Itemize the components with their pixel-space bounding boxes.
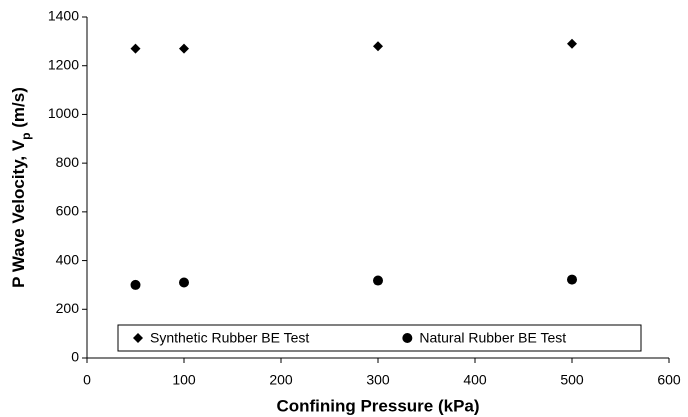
y-tick-label: 800 <box>56 154 80 170</box>
legend-label: Synthetic Rubber BE Test <box>150 330 309 346</box>
point <box>130 43 141 54</box>
x-tick-label: 200 <box>269 372 293 388</box>
y-tick-label: 1000 <box>48 105 79 121</box>
x-tick-label: 100 <box>172 372 196 388</box>
legend-marker <box>133 333 143 343</box>
x-axis-title: Confining Pressure (kPa) <box>276 396 479 415</box>
point <box>179 43 189 54</box>
x-tick-label: 0 <box>83 372 91 388</box>
y-tick-label: 400 <box>56 251 80 267</box>
point <box>130 279 141 290</box>
x-tick-label: 500 <box>560 372 584 388</box>
y-axis-title-part: (m/s) <box>9 87 28 132</box>
legend-label: Natural Rubber BE Test <box>419 330 566 346</box>
legend-box <box>117 324 642 352</box>
x-tick-label: 400 <box>463 372 487 388</box>
y-axis-title: P Wave Velocity, Vp (m/s) <box>9 87 33 288</box>
y-tick-label: 200 <box>56 300 80 316</box>
point <box>373 275 383 286</box>
y-tick-label: 1200 <box>48 56 79 72</box>
y-tick-label: 0 <box>71 349 79 365</box>
x-tick-label: 600 <box>657 372 681 388</box>
x-tick-label: 300 <box>366 372 390 388</box>
point <box>567 274 577 285</box>
y-tick-label: 1400 <box>48 8 79 24</box>
y-axis-title-part: P Wave Velocity, V <box>9 139 28 288</box>
y-axis-title-part: p <box>19 132 33 139</box>
point <box>373 41 383 52</box>
y-tick-label: 600 <box>56 203 80 219</box>
point <box>567 38 577 49</box>
point <box>179 277 189 288</box>
legend-marker <box>402 333 413 343</box>
